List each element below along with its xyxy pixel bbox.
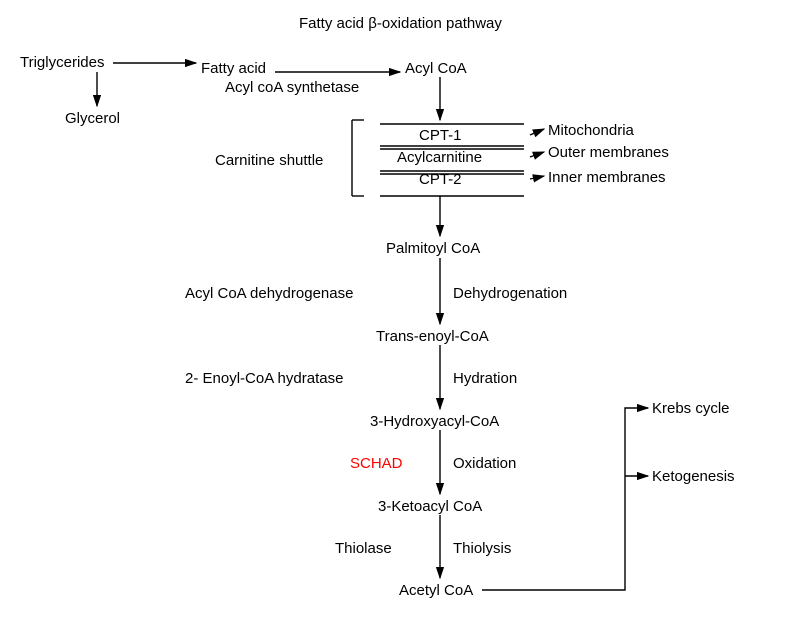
node-cpt1: CPT-1 — [419, 127, 462, 144]
node-enoyl_coa_hydratase: 2- Enoyl-CoA hydratase — [185, 370, 343, 387]
node-acetyl_coa: Acetyl CoA — [399, 582, 473, 599]
edge-11 — [530, 176, 544, 179]
node-glycerol: Glycerol — [65, 110, 120, 127]
node-thiolase: Thiolase — [335, 540, 392, 557]
edge-9 — [530, 129, 544, 135]
node-ketoacyl_coa: 3-Ketoacyl CoA — [378, 498, 482, 515]
node-palmitoyl_coa: Palmitoyl CoA — [386, 240, 480, 257]
diagram-arrows — [0, 0, 800, 639]
node-hydroxyacyl_coa: 3-Hydroxyacyl-CoA — [370, 413, 499, 430]
node-outer_membranes: Outer membranes — [548, 144, 669, 161]
node-hydration: Hydration — [453, 370, 517, 387]
node-ketogenesis: Ketogenesis — [652, 468, 735, 485]
node-carnitine_shuttle: Carnitine shuttle — [215, 152, 323, 169]
node-inner_membranes: Inner membranes — [548, 169, 666, 186]
node-title: Fatty acid β-oxidation pathway — [299, 15, 502, 32]
edge-branch-krebs — [482, 408, 648, 590]
node-fatty_acid: Fatty acid — [201, 60, 266, 77]
node-cpt2: CPT-2 — [419, 171, 462, 188]
node-oxidation: Oxidation — [453, 455, 516, 472]
node-acyl_coa_synthetase: Acyl coA synthetase — [225, 79, 359, 96]
node-krebs_cycle: Krebs cycle — [652, 400, 730, 417]
node-mitochondria: Mitochondria — [548, 122, 634, 139]
node-triglycerides: Triglycerides — [20, 54, 104, 71]
edge-10 — [530, 152, 544, 157]
node-acylcarnitine: Acylcarnitine — [397, 149, 482, 166]
node-acyl_coa: Acyl CoA — [405, 60, 467, 77]
node-acyl_coa_dehydrogenase: Acyl CoA dehydrogenase — [185, 285, 353, 302]
node-trans_enoyl_coa: Trans-enoyl-CoA — [376, 328, 489, 345]
node-schad: SCHAD — [350, 455, 403, 472]
node-dehydrogenation: Dehydrogenation — [453, 285, 567, 302]
node-thiolysis: Thiolysis — [453, 540, 511, 557]
